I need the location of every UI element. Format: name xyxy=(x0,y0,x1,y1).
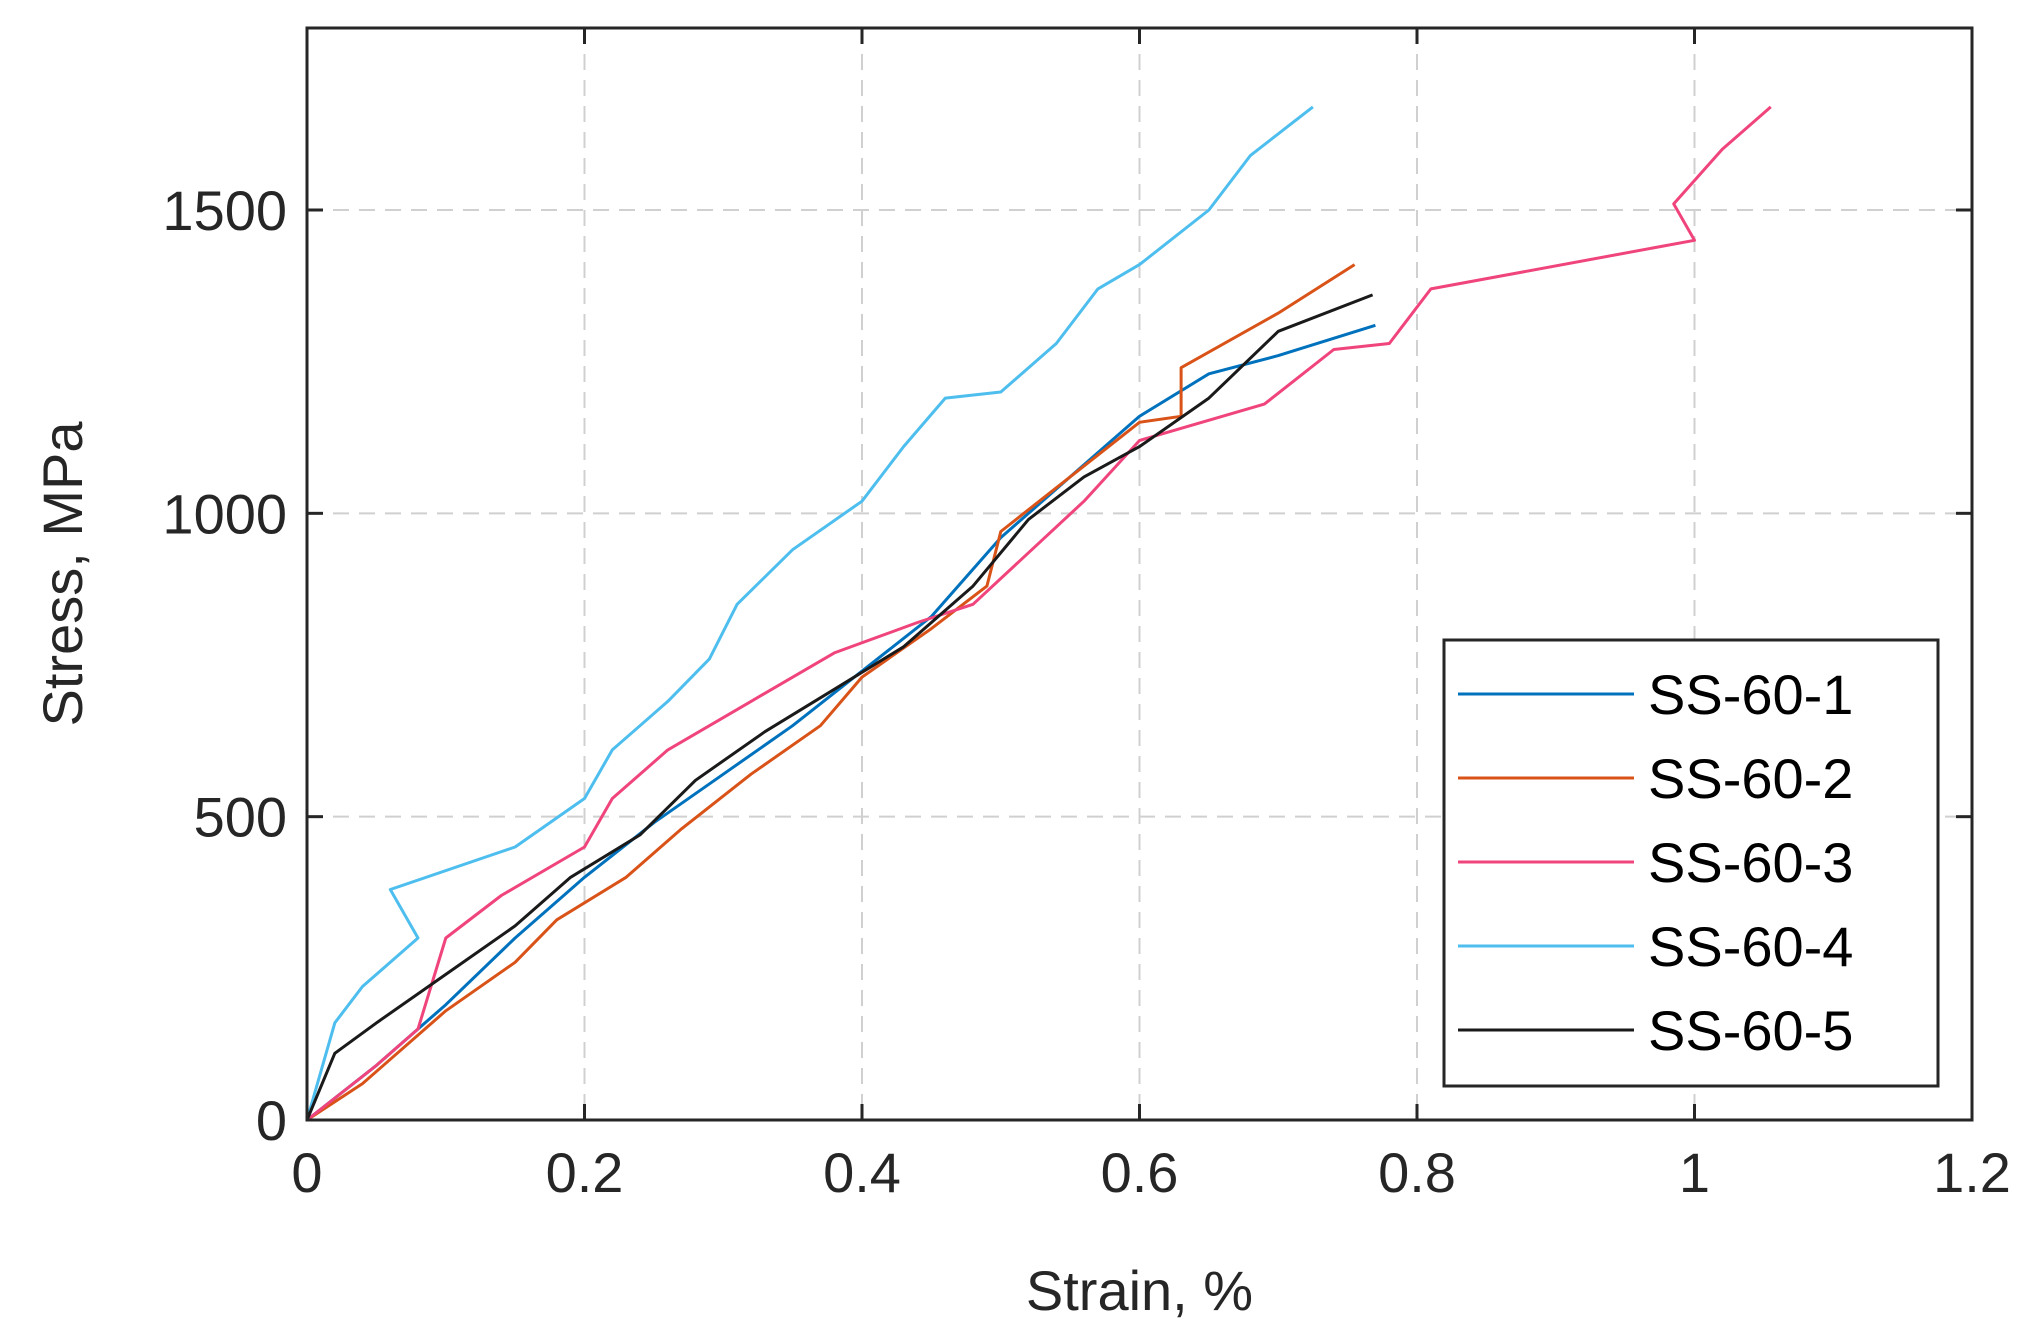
y-tick-label: 0 xyxy=(256,1089,287,1152)
axis-ticks: 0 0.2 0.4 0.6 0.8 1 1.2 0 500 1000 1500 xyxy=(162,28,2011,1204)
series-lines xyxy=(305,105,1772,1122)
legend: SS-60-1 SS-60-2 SS-60-3 SS-60-4 SS-60-5 xyxy=(1442,638,1940,1088)
legend-label-ss-60-4: SS-60-4 xyxy=(1648,915,1853,978)
x-tick-label: 1 xyxy=(1679,1141,1710,1204)
y-tick-label: 1000 xyxy=(162,482,287,545)
legend-label-ss-60-3: SS-60-3 xyxy=(1648,831,1853,894)
legend-label-ss-60-2: SS-60-2 xyxy=(1648,747,1853,810)
series-line-ss-60-1 xyxy=(306,323,1376,1122)
x-tick-label: 0.8 xyxy=(1378,1141,1456,1204)
legend-label-ss-60-5: SS-60-5 xyxy=(1648,999,1853,1062)
series-line-ss-60-3 xyxy=(306,105,1772,1122)
x-tick-label: 0.6 xyxy=(1101,1141,1179,1204)
x-tick-label: 0 xyxy=(291,1141,322,1204)
y-tick-label: 1500 xyxy=(162,179,287,242)
x-tick-label: 0.4 xyxy=(823,1141,901,1204)
x-tick-label: 1.2 xyxy=(1933,1141,2011,1204)
legend-label-ss-60-1: SS-60-1 xyxy=(1648,663,1853,726)
x-tick-label: 0.2 xyxy=(546,1141,624,1204)
series-line-ss-60-4 xyxy=(305,105,1314,1121)
y-tick-label: 500 xyxy=(194,786,287,849)
series-line-ss-60-5 xyxy=(305,293,1374,1121)
x-axis-label: Strain, % xyxy=(1026,1259,1253,1322)
y-axis-label: Stress, MPa xyxy=(31,421,94,727)
